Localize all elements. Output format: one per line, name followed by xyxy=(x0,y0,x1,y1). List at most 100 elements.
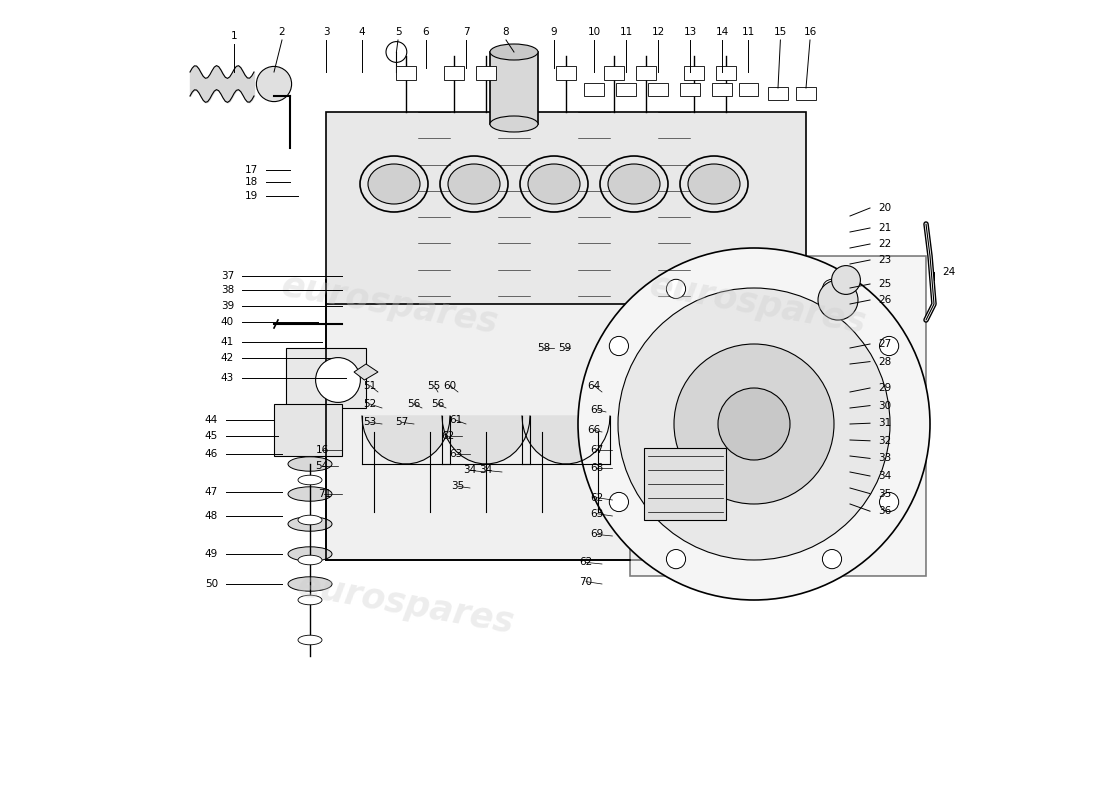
Bar xyxy=(274,404,342,456)
Bar xyxy=(796,87,815,100)
Text: 23: 23 xyxy=(878,255,891,265)
Text: 67: 67 xyxy=(590,445,603,454)
Ellipse shape xyxy=(490,116,538,132)
Ellipse shape xyxy=(448,164,501,204)
Text: 31: 31 xyxy=(878,418,891,428)
Circle shape xyxy=(832,266,860,294)
Polygon shape xyxy=(442,416,530,464)
Circle shape xyxy=(386,42,407,62)
Bar xyxy=(396,66,416,80)
Circle shape xyxy=(667,550,685,569)
Text: 16: 16 xyxy=(803,27,816,37)
Text: 65: 65 xyxy=(590,405,603,414)
Text: 70: 70 xyxy=(580,577,593,586)
Text: 14: 14 xyxy=(715,27,728,37)
Text: 35: 35 xyxy=(878,489,891,498)
Text: 25: 25 xyxy=(878,279,891,289)
Text: eurospares: eurospares xyxy=(647,268,869,340)
Text: 55: 55 xyxy=(428,381,441,390)
Text: 38: 38 xyxy=(221,285,234,294)
Text: 39: 39 xyxy=(221,301,234,310)
Text: 53: 53 xyxy=(363,418,376,427)
Polygon shape xyxy=(630,256,926,576)
Text: 24: 24 xyxy=(942,267,955,277)
Text: 52: 52 xyxy=(363,399,376,409)
Text: 64: 64 xyxy=(587,381,601,390)
Text: 66: 66 xyxy=(587,426,601,435)
Text: 26: 26 xyxy=(878,295,891,305)
Text: 59: 59 xyxy=(558,343,571,353)
Text: 44: 44 xyxy=(205,415,218,425)
Bar xyxy=(616,83,636,96)
Text: 54: 54 xyxy=(316,461,329,470)
Text: 68: 68 xyxy=(590,463,603,473)
Text: 71: 71 xyxy=(318,490,331,499)
Text: 29: 29 xyxy=(878,383,891,393)
Ellipse shape xyxy=(528,164,580,204)
Polygon shape xyxy=(286,348,366,408)
Text: 46: 46 xyxy=(205,450,218,459)
Bar xyxy=(648,83,668,96)
Text: 8: 8 xyxy=(503,27,509,37)
Circle shape xyxy=(674,344,834,504)
Ellipse shape xyxy=(288,577,332,591)
Bar xyxy=(604,66,624,80)
Text: 35: 35 xyxy=(451,482,464,491)
Polygon shape xyxy=(362,416,450,464)
Text: 18: 18 xyxy=(244,178,258,187)
Circle shape xyxy=(316,358,361,402)
Ellipse shape xyxy=(688,164,740,204)
Text: 47: 47 xyxy=(205,487,218,497)
Text: 63: 63 xyxy=(590,509,603,518)
Ellipse shape xyxy=(368,164,420,204)
Text: 62: 62 xyxy=(580,558,593,567)
Text: 27: 27 xyxy=(878,339,891,349)
Text: eurospares: eurospares xyxy=(278,268,502,340)
Text: 13: 13 xyxy=(683,27,696,37)
Text: 43: 43 xyxy=(221,373,234,382)
Ellipse shape xyxy=(288,486,332,501)
Bar xyxy=(444,66,463,80)
Bar xyxy=(476,66,496,80)
Circle shape xyxy=(256,66,292,102)
Text: 5: 5 xyxy=(395,27,402,37)
Ellipse shape xyxy=(608,164,660,204)
Text: 37: 37 xyxy=(221,271,234,281)
Text: 34: 34 xyxy=(463,466,476,475)
Text: 41: 41 xyxy=(221,338,234,347)
Bar xyxy=(637,66,656,80)
Text: 57: 57 xyxy=(395,418,408,427)
Text: 48: 48 xyxy=(205,511,218,521)
Bar xyxy=(584,83,604,96)
Polygon shape xyxy=(326,112,806,304)
Text: 1: 1 xyxy=(231,31,238,41)
Bar xyxy=(713,83,732,96)
Circle shape xyxy=(718,388,790,460)
Bar xyxy=(739,83,758,96)
Text: 30: 30 xyxy=(878,401,891,410)
Text: 3: 3 xyxy=(322,27,329,37)
Polygon shape xyxy=(522,416,611,464)
Circle shape xyxy=(880,336,899,355)
Text: 36: 36 xyxy=(878,506,891,516)
Circle shape xyxy=(823,550,842,569)
Circle shape xyxy=(667,279,685,298)
Circle shape xyxy=(618,288,890,560)
Bar xyxy=(557,66,575,80)
Text: 32: 32 xyxy=(878,436,891,446)
Text: 69: 69 xyxy=(590,530,603,539)
Text: 58: 58 xyxy=(537,343,550,353)
Ellipse shape xyxy=(288,457,332,471)
Text: 62: 62 xyxy=(590,493,603,502)
Text: 22: 22 xyxy=(878,239,891,249)
Text: 34: 34 xyxy=(878,471,891,481)
Text: 21: 21 xyxy=(878,223,891,233)
Polygon shape xyxy=(326,280,806,560)
Text: 56: 56 xyxy=(407,399,420,409)
Text: 2: 2 xyxy=(278,27,285,37)
Ellipse shape xyxy=(288,517,332,531)
Text: 40: 40 xyxy=(221,317,234,326)
Text: eurospares: eurospares xyxy=(295,568,517,640)
Text: 6: 6 xyxy=(422,27,429,37)
Circle shape xyxy=(818,280,858,320)
